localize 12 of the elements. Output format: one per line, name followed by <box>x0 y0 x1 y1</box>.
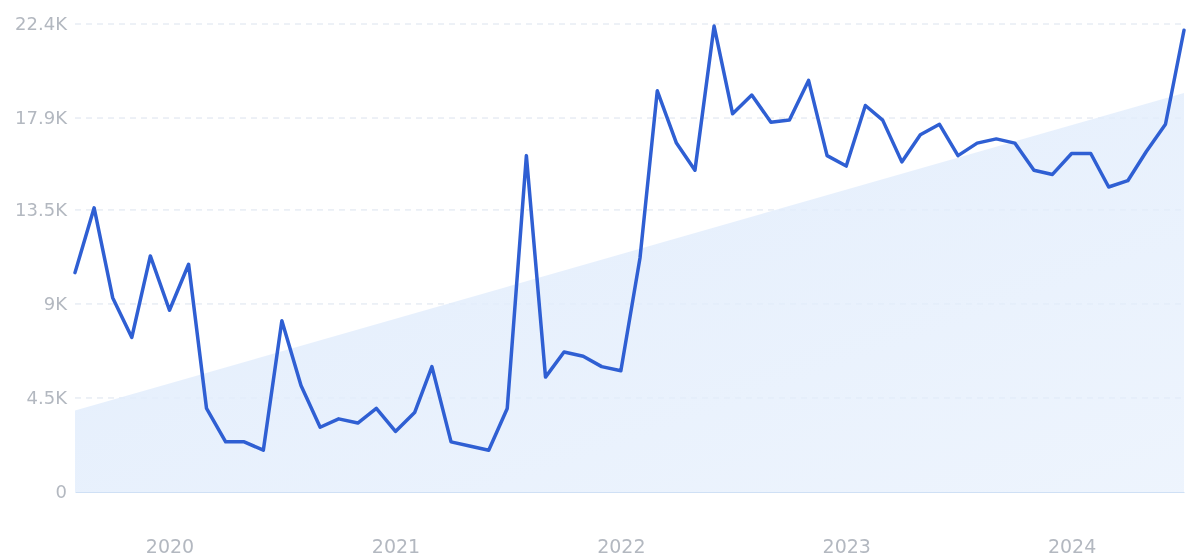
y-tick-label: 13.5K <box>15 199 69 221</box>
y-tick-label: 0 <box>55 481 67 503</box>
line-series <box>73 24 1186 452</box>
x-tick-label: 2024 <box>1047 535 1097 553</box>
y-tick-label: 17.9K <box>15 107 69 129</box>
x-tick-label: 2023 <box>822 535 871 553</box>
x-tick-label: 2021 <box>371 535 421 553</box>
x-tick-label: 2020 <box>145 535 195 553</box>
y-tick-label: 9K <box>43 293 69 315</box>
y-tick-label: 4.5K <box>26 387 69 409</box>
y-tick-label: 22.4K <box>15 13 69 35</box>
x-tick-label: 2022 <box>597 535 646 553</box>
